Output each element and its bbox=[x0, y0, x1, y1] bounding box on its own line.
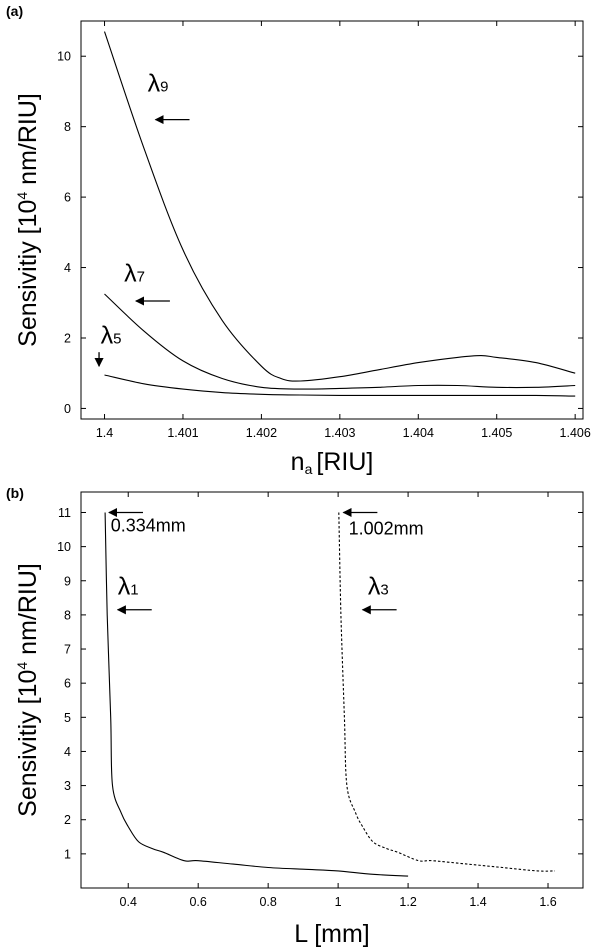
x-tick-label: 1.402 bbox=[246, 426, 277, 440]
plot-frame bbox=[81, 492, 583, 888]
x-tick-label: 1.4 bbox=[469, 895, 486, 909]
y-tick-label: 3 bbox=[64, 779, 71, 793]
x-tick-label: 0.6 bbox=[189, 895, 206, 909]
y-tick-label: 4 bbox=[64, 745, 71, 759]
x-tick-label: 1 bbox=[335, 895, 342, 909]
x-tick-label: 1.4 bbox=[96, 426, 113, 440]
panel-label: (a) bbox=[6, 3, 23, 19]
y-tick-label: 7 bbox=[64, 643, 71, 657]
x-tick-label: 1.6 bbox=[539, 895, 556, 909]
x-tick-label: 1.403 bbox=[324, 426, 355, 440]
series-line-λ7 bbox=[105, 294, 576, 389]
series-line-λ9 bbox=[105, 32, 576, 381]
y-tick-label: 6 bbox=[64, 677, 71, 691]
y-axis-label: Sensivitiy [104 nm/RIU] bbox=[14, 563, 42, 817]
x-tick-label: 1.401 bbox=[167, 426, 198, 440]
x-tick-label: 1.404 bbox=[403, 426, 434, 440]
panel-label: (b) bbox=[6, 485, 24, 501]
chart-panel-a: (a) 1.4 1.401 1.402 1.403 1.404 1.405 1.406 0 2 4 6… bbox=[6, 3, 591, 477]
x-tick-label: 1.405 bbox=[481, 426, 512, 440]
x-tick-label: 1.2 bbox=[399, 895, 416, 909]
y-tick-label: 2 bbox=[64, 813, 71, 827]
y-tick-label: 8 bbox=[64, 608, 71, 622]
y-tick-label: 11 bbox=[58, 506, 71, 520]
y-tick-label: 10 bbox=[57, 540, 71, 554]
chart-panel-b: (b) 0.4 0.6 0.8 1 1.2 1.4 1.6 1 2 3 4 5 6 7 8 9 10 11 L [mm… bbox=[6, 485, 583, 948]
series-line-λ1 bbox=[105, 513, 408, 877]
y-tick-label: 1 bbox=[64, 847, 71, 861]
curve-label: λ7 bbox=[124, 260, 145, 288]
y-tick-label: 10 bbox=[57, 50, 71, 64]
y-tick-label: 9 bbox=[64, 574, 71, 588]
annotation-label: 0.334mm bbox=[111, 515, 186, 535]
series-line-λ5 bbox=[105, 375, 576, 396]
annotation-label: 1.002mm bbox=[349, 519, 424, 539]
y-axis-label: Sensivitiy [104 nm/RIU] bbox=[14, 93, 42, 347]
y-tick-label: 8 bbox=[64, 120, 71, 134]
curve-label: λ3 bbox=[368, 572, 389, 600]
series-line-λ3 bbox=[339, 513, 555, 872]
y-tick-label: 5 bbox=[64, 711, 71, 725]
x-axis-label: L [mm] bbox=[294, 920, 369, 948]
y-tick-label: 0 bbox=[64, 402, 71, 416]
y-tick-label: 6 bbox=[64, 191, 71, 205]
y-tick-label: 4 bbox=[64, 261, 71, 275]
curve-label: λ5 bbox=[101, 321, 122, 349]
x-axis-label: na [RIU] bbox=[291, 448, 374, 477]
x-tick-label: 0.4 bbox=[120, 895, 137, 909]
curve-label: λ9 bbox=[148, 69, 169, 97]
x-tick-label: 0.8 bbox=[259, 895, 276, 909]
y-tick-label: 2 bbox=[64, 331, 71, 345]
x-tick-label: 1.406 bbox=[560, 426, 591, 440]
curve-label: λ1 bbox=[118, 572, 139, 600]
